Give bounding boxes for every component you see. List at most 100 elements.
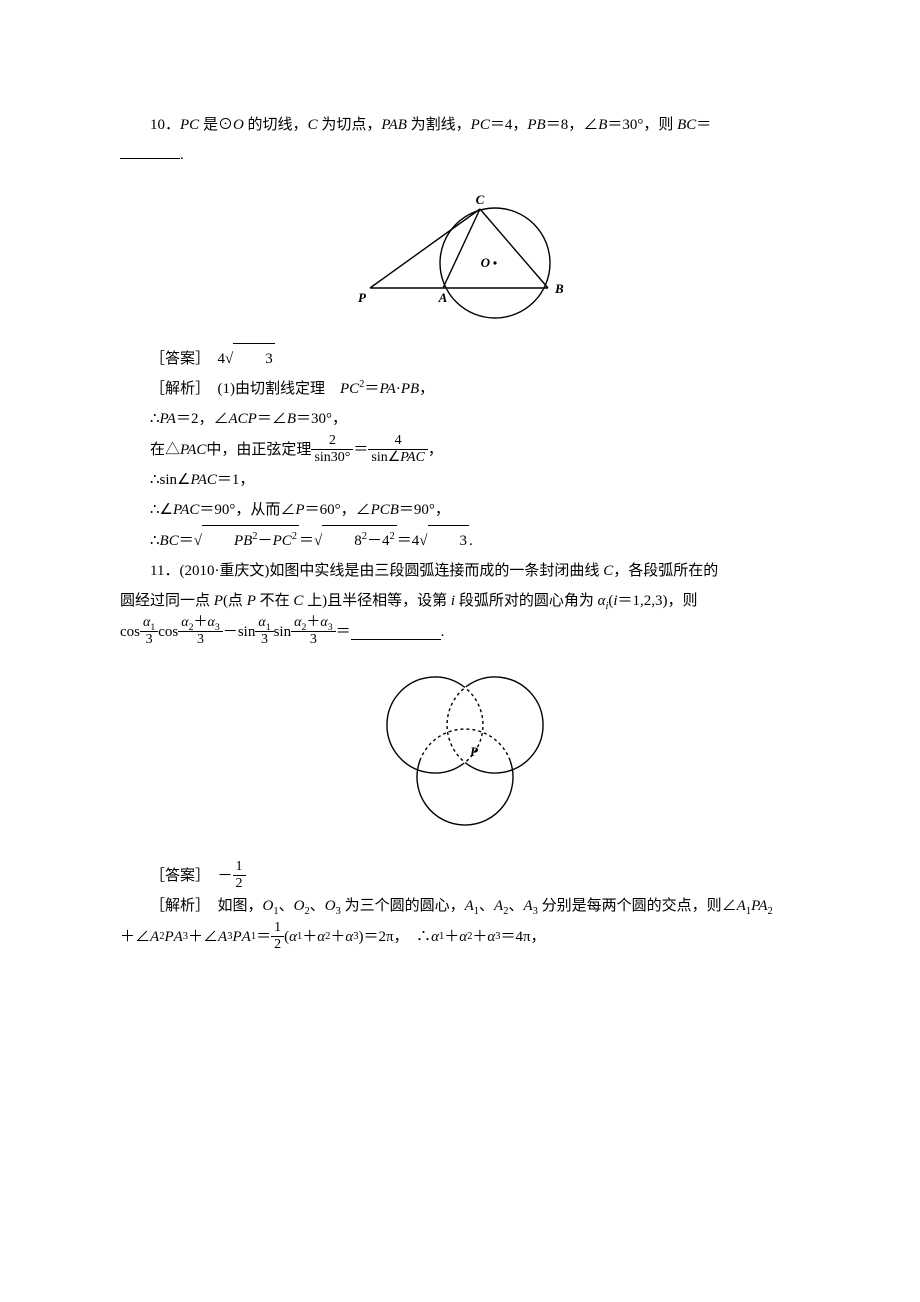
svg-text:C: C (476, 192, 485, 207)
t: A (494, 898, 503, 914)
t: ＋ (444, 922, 459, 952)
t: ＝ (696, 117, 711, 133)
t: 为割线， (407, 117, 471, 133)
t: PA (160, 411, 176, 427)
t: ， (428, 435, 443, 465)
t: α (317, 922, 325, 952)
t: 、 (508, 898, 523, 914)
t: 4 (368, 434, 428, 450)
t: 2 (271, 937, 284, 952)
t: ＝ (364, 381, 379, 397)
frac-a1-3b: α1 3 (255, 616, 273, 647)
t: 11．(2010·重庆文)如图中实线是由三段圆弧连接而成的一条封闭曲线 (150, 563, 603, 579)
t: BC (160, 533, 179, 549)
cos: cos (158, 617, 178, 647)
t: . (441, 617, 445, 647)
answer-label: ［答案］ － (150, 861, 233, 891)
q10-stem: 10．PC 是⊙O 的切线，C 为切点，PAB 为割线，PC＝4，PB＝8，∠B… (120, 110, 800, 140)
t: ＝90°， (399, 502, 450, 518)
t: PB (401, 381, 419, 397)
t: PC (273, 533, 292, 549)
t: 1 (233, 860, 246, 876)
sym-pc: PC (180, 117, 199, 133)
q11-stem-1: 11．(2010·重庆文)如图中实线是由三段圆弧连接而成的一条封闭曲线 C，各段… (120, 556, 800, 586)
t: 是⊙ (199, 117, 233, 133)
t: sin∠ (371, 450, 400, 465)
q10-analysis-2: ∴PA＝2，∠ACP＝∠B＝30°， (120, 404, 800, 434)
t: A (174, 922, 183, 952)
sym-o: O (233, 117, 244, 133)
frac-2-sin30: 2 sin30° (311, 434, 353, 465)
t: ＋ (472, 922, 487, 952)
t: 2 (233, 876, 246, 891)
t: O (325, 898, 336, 914)
t: ＝90°，从而∠ (199, 502, 295, 518)
eq: ＝ (336, 617, 351, 647)
t: ＝1， (217, 472, 255, 488)
t: 、 (279, 898, 294, 914)
t: ＋∠ (188, 922, 218, 952)
t: 上)且半径相等，设第 (303, 593, 451, 609)
t: ＝∠ (257, 411, 287, 427)
t: 在△ (150, 435, 180, 465)
t: ＝ (353, 435, 368, 465)
t: ∴ (150, 533, 160, 549)
t: ＝4， (490, 117, 528, 133)
t: O (263, 898, 274, 914)
t: 3 (428, 525, 470, 556)
t: ＋ (306, 615, 320, 630)
t: PB (234, 533, 252, 549)
t: ＋ (194, 615, 208, 630)
q10-num: 10． (150, 117, 180, 133)
t: ＋ (330, 922, 345, 952)
t: 3 (140, 632, 158, 647)
q10-analysis-1: ［解析］ (1)由切割线定理 PC2＝PA·PB， (120, 374, 800, 404)
t: 3 (328, 622, 333, 633)
three-circles-svg: P (345, 655, 575, 845)
t: ＝8，∠ (546, 117, 599, 133)
sym-bc: BC (677, 117, 696, 133)
q11-expression: cos α1 3 cos α2＋α3 3 － sin α1 3 sin α2＋α… (120, 616, 800, 647)
t: PA (379, 381, 395, 397)
t: PAC (173, 502, 199, 518)
t: ，各段弧所在的 (613, 563, 718, 579)
q10-analysis-4: ∴sin∠PAC＝1， (120, 465, 800, 495)
t: 为三个圆的圆心， (341, 898, 465, 914)
figure-three-circles: P (120, 655, 800, 856)
t: (点 (223, 593, 247, 609)
t: PAC (400, 450, 425, 465)
t: 2 (311, 434, 353, 450)
t: 3 (215, 622, 220, 633)
t: P (232, 922, 241, 952)
t: 为切点， (318, 117, 382, 133)
t: 3 (178, 632, 223, 647)
t: 、 (310, 898, 325, 914)
t: PC (340, 381, 359, 397)
t: P (295, 502, 304, 518)
t: P (214, 593, 223, 609)
t: 不在 (256, 593, 294, 609)
frac-1-2: 1 2 (233, 860, 246, 891)
t: α (320, 615, 327, 630)
t: 分别是每两个圆的交点，则∠ (538, 898, 737, 914)
q11-stem-2: 圆经过同一点 P(点 P 不在 C 上)且半径相等，设第 i 段弧所对的圆心角为… (120, 586, 800, 616)
t: PAC (180, 435, 206, 465)
t: α (181, 615, 188, 630)
t: ＝4π， (500, 922, 545, 952)
t: ∴ (150, 411, 160, 427)
circle-tangent-svg: P A B C O (330, 178, 590, 328)
answer-blank-2 (351, 624, 441, 640)
t: PCB (371, 502, 399, 518)
q10-analysis-5: ∴∠PAC＝90°，从而∠P＝60°，∠PCB＝90°， (120, 495, 800, 525)
frac-a2a3-3: α2＋α3 3 (178, 616, 223, 647)
t: ［解析］ 如图， (150, 898, 263, 914)
t: ＝2，∠ (176, 411, 229, 427)
t: ＝30°， (296, 411, 347, 427)
sym-b: B (598, 117, 607, 133)
t: 、 (479, 898, 494, 914)
t: A (242, 922, 251, 952)
cos: cos (120, 617, 140, 647)
sym-pab: PAB (381, 117, 407, 133)
frac-1-2b: 1 2 (271, 921, 284, 952)
t: 段弧所对的圆心角为 (455, 593, 598, 609)
